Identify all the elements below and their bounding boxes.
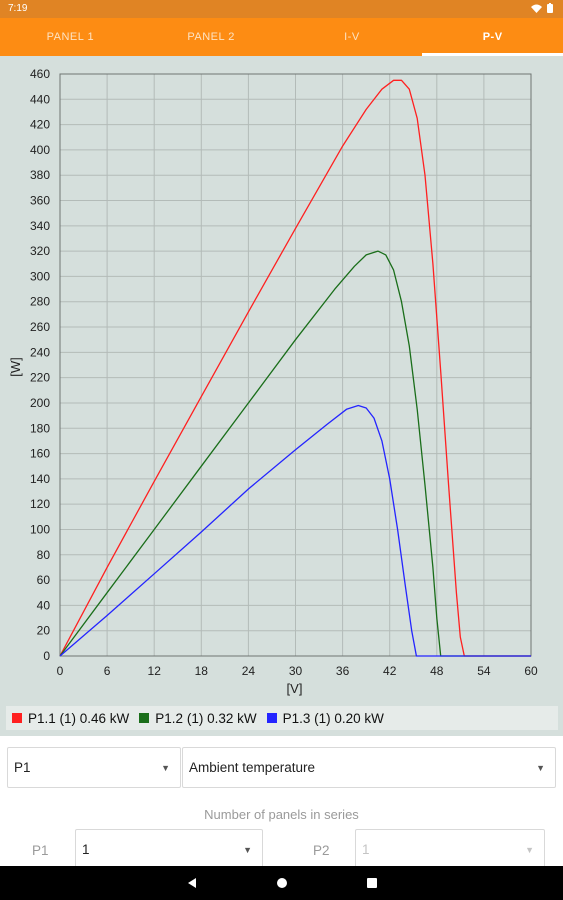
status-icons	[531, 3, 553, 13]
tab-panel-2[interactable]: PANEL 2	[141, 18, 282, 56]
tab-label: PANEL 1	[46, 31, 95, 43]
series-line-3	[59, 404, 531, 657]
pv-chart: 0204060801001201401601802002202402602803…	[8, 67, 538, 696]
dropdown-arrow-icon: ▼	[161, 763, 170, 773]
legend-item-p1-1: P1.1 (1) 0.46 kW	[12, 711, 129, 726]
x-tick-label: 42	[383, 664, 397, 678]
y-tick-label: 220	[30, 371, 50, 385]
back-button[interactable]	[182, 873, 202, 893]
tab-panel-1[interactable]: PANEL 1	[0, 18, 141, 56]
series-line-2	[59, 250, 531, 657]
tab-label: P-V	[482, 31, 503, 43]
dropdown-arrow-icon: ▼	[525, 845, 534, 855]
legend-swatch	[139, 713, 150, 723]
y-tick-label: 240	[30, 345, 50, 359]
chart-legend: P1.1 (1) 0.46 kW P1.2 (1) 0.32 kW P1.3 (…	[6, 706, 558, 730]
y-tick-label: 460	[30, 67, 50, 81]
legend-item-p1-3: P1.3 (1) 0.20 kW	[266, 710, 384, 726]
y-tick-label: 340	[30, 219, 50, 233]
series-count-label: Number of panels in series	[204, 807, 359, 822]
status-time: 7:19	[8, 3, 28, 14]
y-tick-label: 120	[30, 497, 50, 511]
y-tick-label: 100	[30, 522, 50, 536]
y-tick-label: 0	[43, 649, 50, 663]
y-tick-label: 60	[37, 573, 51, 587]
legend-swatch	[12, 713, 22, 723]
x-axis-label: [V]	[287, 681, 303, 696]
tab-label: PANEL 2	[187, 31, 235, 43]
y-tick-label: 260	[30, 320, 50, 334]
plot-frame	[59, 73, 532, 657]
x-tick-label: 60	[524, 664, 538, 678]
home-icon	[276, 878, 287, 888]
parameter-select-value: Ambient temperature	[189, 760, 316, 775]
legend-label: P1.1 (1) 0.46 kW	[28, 710, 130, 726]
y-tick-label: 400	[30, 143, 50, 157]
panel-select[interactable]: P1 ▼	[7, 747, 181, 788]
p1-series-select[interactable]: 1 ▼	[75, 829, 263, 870]
tab-bar: PANEL 1 PANEL 2 I-V P-V	[0, 18, 563, 56]
x-tick-label: 18	[195, 664, 209, 678]
chart-area: 0 20 40 60 80 100 120 140 160 180 200 220 240 260 280 3…	[0, 56, 563, 736]
legend-label: P1.2 (1) 0.32 kW	[155, 710, 257, 726]
legend-swatch	[266, 713, 277, 723]
p1-series-value: 1	[82, 842, 90, 857]
legend-label: P1.3 (1) 0.20 kW	[282, 710, 384, 726]
y-tick-label: 420	[30, 118, 50, 132]
p2-series-value: 1	[362, 842, 370, 857]
legend-item-p1-2: P1.2 (1) 0.32 kW	[139, 710, 257, 726]
y-tick-label: 360	[30, 194, 50, 208]
back-icon	[187, 878, 196, 888]
y-tick-label: 20	[37, 624, 51, 638]
y-tick-label: 180	[30, 421, 50, 435]
wifi-icon	[531, 4, 542, 13]
y-tick-label: 380	[30, 168, 50, 182]
x-tick-label: 6	[104, 664, 111, 678]
p2-series-select: 1 ▼	[355, 829, 545, 870]
y-tick-label: 140	[30, 472, 50, 486]
navigation-bar	[0, 866, 563, 900]
y-tick-label: 40	[37, 598, 51, 612]
x-tick-label: 30	[289, 664, 303, 678]
y-tick-label: 200	[30, 396, 50, 410]
home-button[interactable]	[272, 873, 292, 893]
y-tick-label: 80	[37, 548, 51, 562]
y-axis-label: [W]	[8, 357, 23, 377]
status-bar: 7:19	[0, 0, 563, 18]
dropdown-arrow-icon: ▼	[536, 763, 545, 773]
y-tick-label: 160	[30, 447, 50, 461]
x-tick-label: 54	[477, 664, 491, 678]
y-tick-label: 440	[30, 92, 50, 106]
p1-label: P1	[32, 843, 49, 858]
x-tick-label: 36	[336, 664, 350, 678]
tab-label: I-V	[344, 31, 360, 43]
y-tick-label: 300	[30, 269, 50, 283]
parameter-select[interactable]: Ambient temperature ▼	[182, 747, 556, 788]
battery-icon	[547, 3, 553, 13]
series-line-1	[59, 79, 531, 657]
recents-icon	[366, 878, 377, 888]
y-tick-label: 320	[30, 244, 50, 258]
y-tick-label: 280	[30, 295, 50, 309]
x-tick-label: 48	[430, 664, 444, 678]
tab-i-v[interactable]: I-V	[282, 18, 423, 56]
tab-p-v[interactable]: P-V	[422, 18, 563, 56]
panel-select-value: P1	[14, 760, 31, 775]
x-tick-label: 0	[57, 664, 64, 678]
dropdown-arrow-icon: ▼	[243, 845, 252, 855]
x-tick-label: 12	[148, 664, 162, 678]
p2-label: P2	[313, 843, 330, 858]
controls-panel: P1 ▼ Ambient temperature ▼ Number of pan…	[0, 736, 563, 870]
recents-button[interactable]	[362, 873, 382, 893]
x-tick-label: 24	[242, 664, 256, 678]
